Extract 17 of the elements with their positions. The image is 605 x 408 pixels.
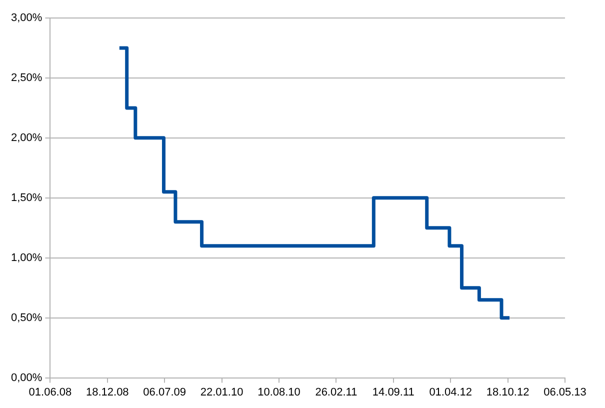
- x-tick-label: 26.02.11: [315, 386, 358, 398]
- y-tick-label: 3,00%: [10, 12, 42, 24]
- y-tick-label: 0,50%: [10, 312, 42, 324]
- y-tick-label: 2,50%: [10, 72, 42, 84]
- y-tick-label: 0,00%: [10, 372, 42, 384]
- y-tick-label: 1,00%: [10, 252, 42, 264]
- x-tick-label: 22.01.10: [200, 386, 244, 398]
- x-tick-label: 10.08.10: [258, 386, 300, 398]
- x-tick-label: 14.09.11: [372, 386, 414, 398]
- y-tick-label: 1,50%: [10, 192, 42, 204]
- x-tick-label: 06.05.13: [544, 386, 586, 398]
- x-tick-label: 01.06.08: [28, 386, 72, 398]
- x-tick-label: 01.04.12: [429, 386, 472, 398]
- x-tick-label: 06.07.09: [143, 386, 186, 398]
- x-tick-label: 18.12.08: [86, 386, 129, 398]
- x-tick-label: 18.10.12: [486, 386, 530, 398]
- y-tick-label: 2,00%: [10, 132, 42, 144]
